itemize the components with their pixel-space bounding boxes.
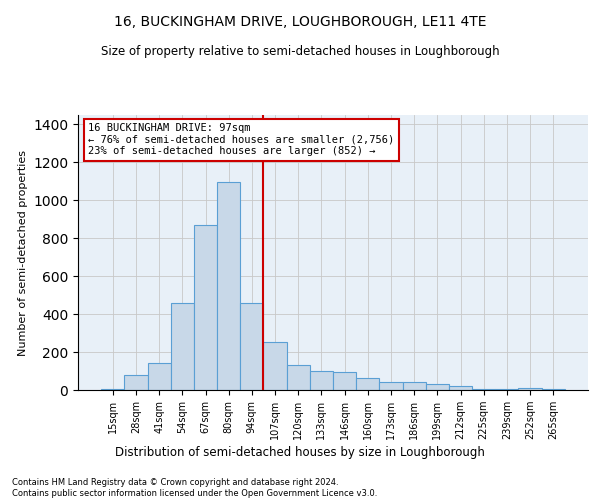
Text: Contains HM Land Registry data © Crown copyright and database right 2024.
Contai: Contains HM Land Registry data © Crown c…	[12, 478, 377, 498]
Bar	[472, 389, 495, 390]
Bar	[124, 375, 148, 390]
Bar	[495, 389, 518, 390]
Bar	[449, 386, 472, 390]
Y-axis label: Number of semi-detached properties: Number of semi-detached properties	[17, 150, 28, 356]
Bar	[171, 303, 194, 390]
Bar	[240, 303, 263, 390]
Text: Size of property relative to semi-detached houses in Loughborough: Size of property relative to semi-detach…	[101, 45, 499, 58]
Bar	[542, 389, 565, 390]
Bar	[403, 382, 426, 390]
Bar	[101, 389, 124, 390]
Bar	[287, 366, 310, 390]
Bar	[263, 342, 287, 390]
Text: 16 BUCKINGHAM DRIVE: 97sqm
← 76% of semi-detached houses are smaller (2,756)
23%: 16 BUCKINGHAM DRIVE: 97sqm ← 76% of semi…	[88, 123, 394, 156]
Bar	[379, 382, 403, 390]
Bar	[148, 362, 171, 390]
Bar	[356, 378, 379, 390]
Bar	[426, 384, 449, 390]
Bar	[518, 388, 542, 390]
Bar	[310, 371, 333, 390]
Text: 16, BUCKINGHAM DRIVE, LOUGHBOROUGH, LE11 4TE: 16, BUCKINGHAM DRIVE, LOUGHBOROUGH, LE11…	[114, 15, 486, 29]
Text: Distribution of semi-detached houses by size in Loughborough: Distribution of semi-detached houses by …	[115, 446, 485, 459]
Bar	[333, 372, 356, 390]
Bar	[194, 225, 217, 390]
Bar	[217, 182, 240, 390]
